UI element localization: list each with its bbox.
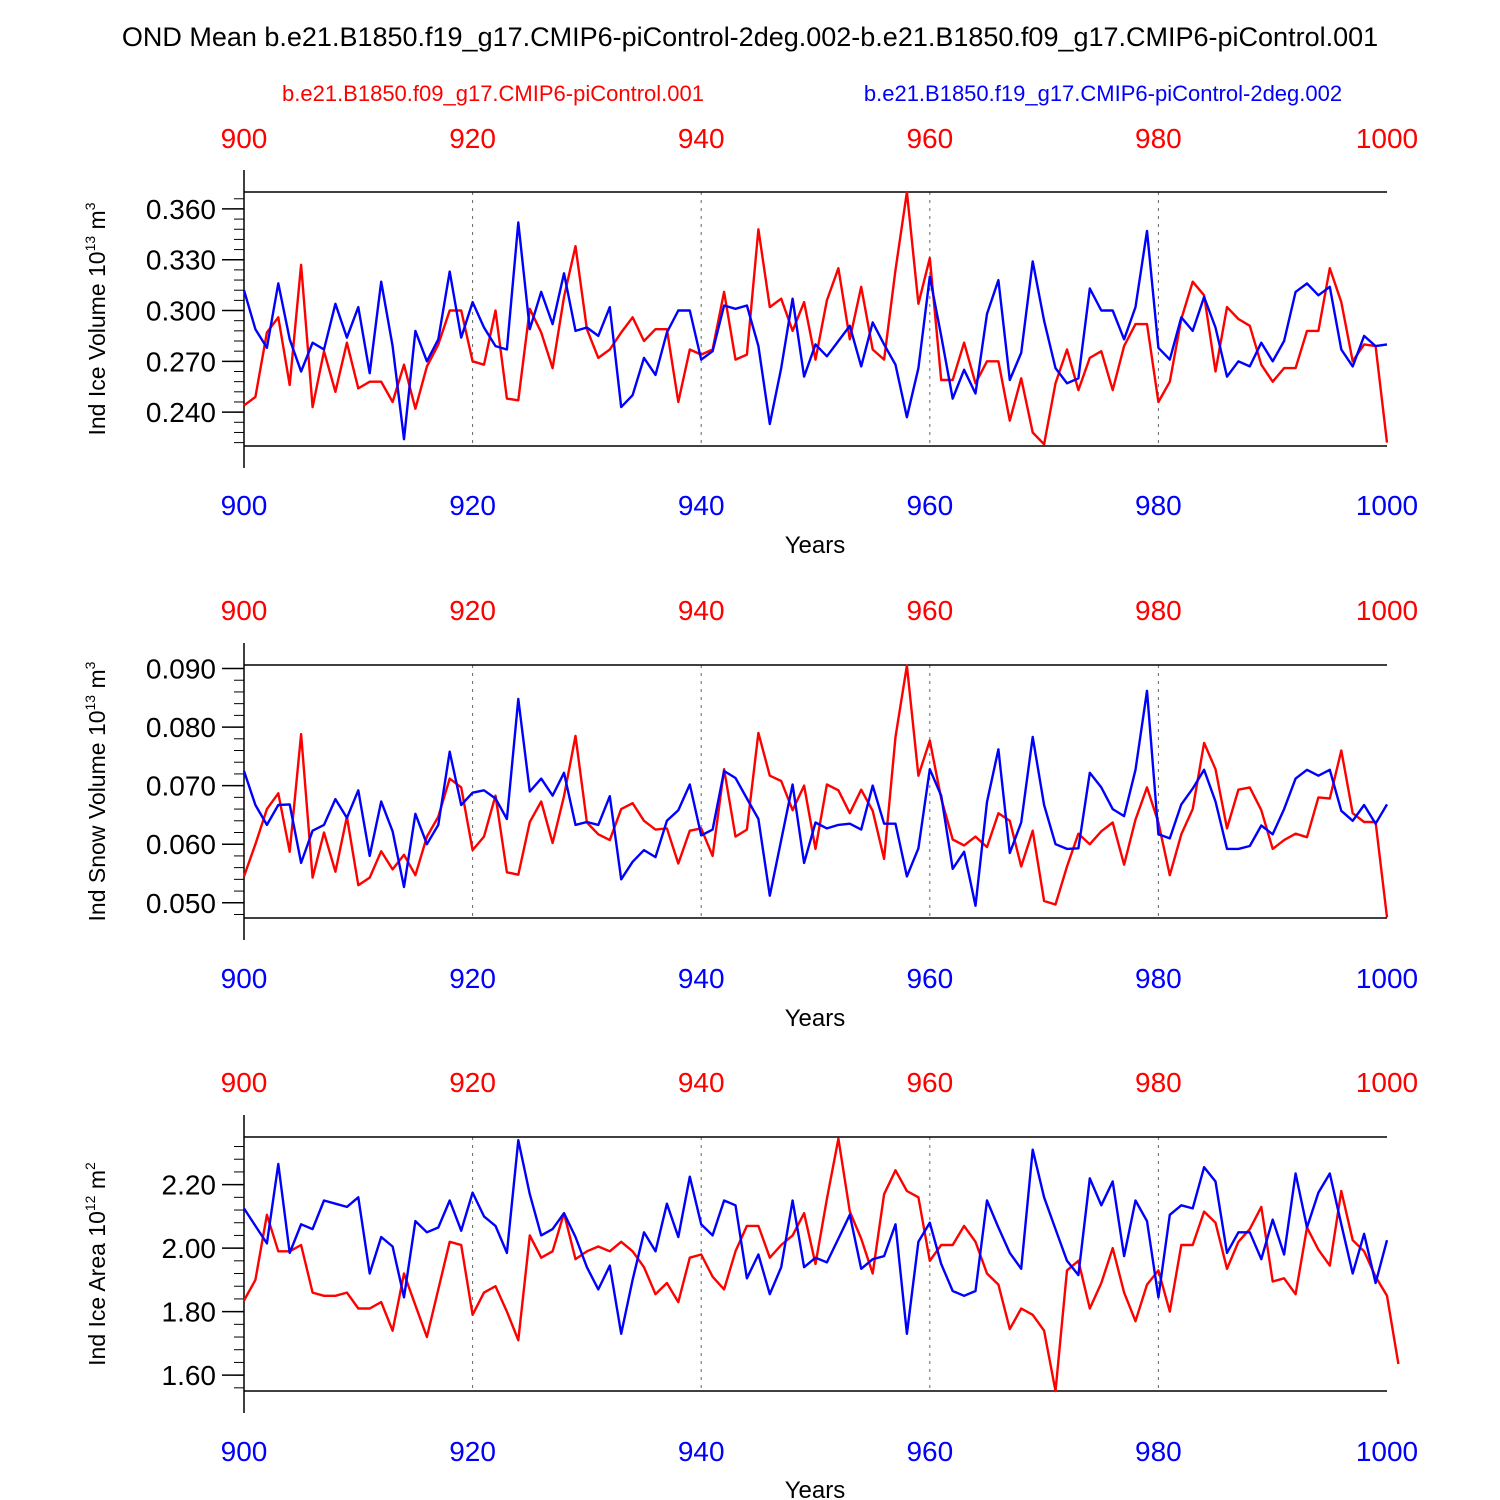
x-bottom-tick-label: 960 — [906, 1436, 953, 1467]
x-top-tick-label: 1000 — [1356, 595, 1418, 626]
y-tick-label: 0.270 — [146, 346, 216, 377]
y-tick-label: 0.300 — [146, 296, 216, 327]
y-tick-label: 0.330 — [146, 245, 216, 276]
x-top-tick-label: 900 — [221, 123, 268, 154]
x-top-tick-label: 960 — [906, 595, 953, 626]
legend-series-blue: b.e21.B1850.f19_g17.CMIP6-piControl-2deg… — [864, 81, 1342, 106]
series-line-blue — [242, 1138, 1389, 1336]
panel-1: 0.240 0.270 0.300 0.330 0.360 900 920 940 960 980… — [82, 123, 1418, 559]
x-bottom-tick-label: 940 — [678, 490, 725, 521]
x-top-tick-label: 920 — [449, 595, 496, 626]
series-line-red — [242, 664, 1389, 918]
y-tick-label: 0.080 — [146, 712, 216, 743]
x-bottom-tick-label: 980 — [1135, 1436, 1182, 1467]
x-bottom-tick-label: 920 — [449, 490, 496, 521]
series-line-red — [243, 190, 1389, 446]
x-bottom-tick-label: 980 — [1135, 490, 1182, 521]
x-axis-label: Years — [785, 1477, 846, 1500]
x-top-tick-label: 960 — [906, 1067, 953, 1098]
legend-series-red: b.e21.B1850.f09_g17.CMIP6-piControl.001 — [282, 81, 704, 106]
y-tick-label: 1.60 — [162, 1360, 217, 1391]
y-tick-label: 0.050 — [146, 888, 216, 919]
x-bottom-tick-label: 1000 — [1356, 963, 1418, 994]
x-bottom-tick-label: 920 — [449, 963, 496, 994]
x-bottom-tick-label: 940 — [678, 963, 725, 994]
x-bottom-tick-label: 900 — [221, 963, 268, 994]
x-bottom-tick-label: 920 — [449, 1436, 496, 1467]
x-top-tick-label: 900 — [221, 595, 268, 626]
x-top-tick-label: 940 — [678, 595, 725, 626]
x-top-tick-label: 1000 — [1356, 1067, 1418, 1098]
series-line-blue — [242, 221, 1388, 441]
x-top-tick-label: 980 — [1135, 595, 1182, 626]
x-bottom-tick-label: 1000 — [1356, 490, 1418, 521]
y-tick-label: 2.00 — [162, 1233, 217, 1264]
y-tick-label: 2.20 — [162, 1170, 217, 1201]
x-top-tick-label: 920 — [449, 1067, 496, 1098]
y-tick-label: 0.360 — [146, 194, 216, 225]
y-axis-label: Ind Ice Area 1012 m2 — [82, 1162, 110, 1366]
panel-3: 1.60 1.80 2.00 2.20 900 920 940 960 980 1000 900 92… — [82, 1067, 1418, 1500]
x-top-tick-label: 940 — [678, 1067, 725, 1098]
y-tick-label: 0.070 — [146, 771, 216, 802]
x-top-tick-label: 960 — [906, 123, 953, 154]
y-tick-label: 0.240 — [146, 397, 216, 428]
series-line-blue — [242, 689, 1389, 907]
x-top-tick-label: 1000 — [1356, 123, 1418, 154]
x-bottom-tick-label: 960 — [906, 490, 953, 521]
chart-panels: 0.240 0.270 0.300 0.330 0.360 900 920 940 960 980… — [82, 123, 1418, 1500]
x-top-tick-label: 980 — [1135, 123, 1182, 154]
x-bottom-tick-label: 960 — [906, 963, 953, 994]
y-tick-label: 0.060 — [146, 829, 216, 860]
y-tick-label: 0.090 — [146, 654, 216, 685]
y-axis-label: Ind Ice Volume 1013 m3 — [82, 202, 110, 435]
x-bottom-tick-label: 1000 — [1356, 1436, 1418, 1467]
y-axis-label: Ind Snow Volume 1013 m3 — [82, 661, 110, 921]
x-top-tick-label: 980 — [1135, 1067, 1182, 1098]
x-axis-label: Years — [785, 532, 846, 559]
chart-title: OND Mean b.e21.B1850.f19_g17.CMIP6-piCon… — [122, 22, 1378, 52]
x-top-tick-label: 940 — [678, 123, 725, 154]
x-axis-label: Years — [785, 1005, 846, 1032]
x-bottom-tick-label: 940 — [678, 1436, 725, 1467]
x-bottom-tick-label: 900 — [221, 1436, 268, 1467]
x-bottom-tick-label: 900 — [221, 490, 268, 521]
x-top-tick-label: 900 — [221, 1067, 268, 1098]
y-tick-label: 1.80 — [162, 1297, 217, 1328]
x-bottom-tick-label: 980 — [1135, 963, 1182, 994]
x-top-tick-label: 920 — [449, 123, 496, 154]
series-line-red — [242, 1137, 1400, 1393]
